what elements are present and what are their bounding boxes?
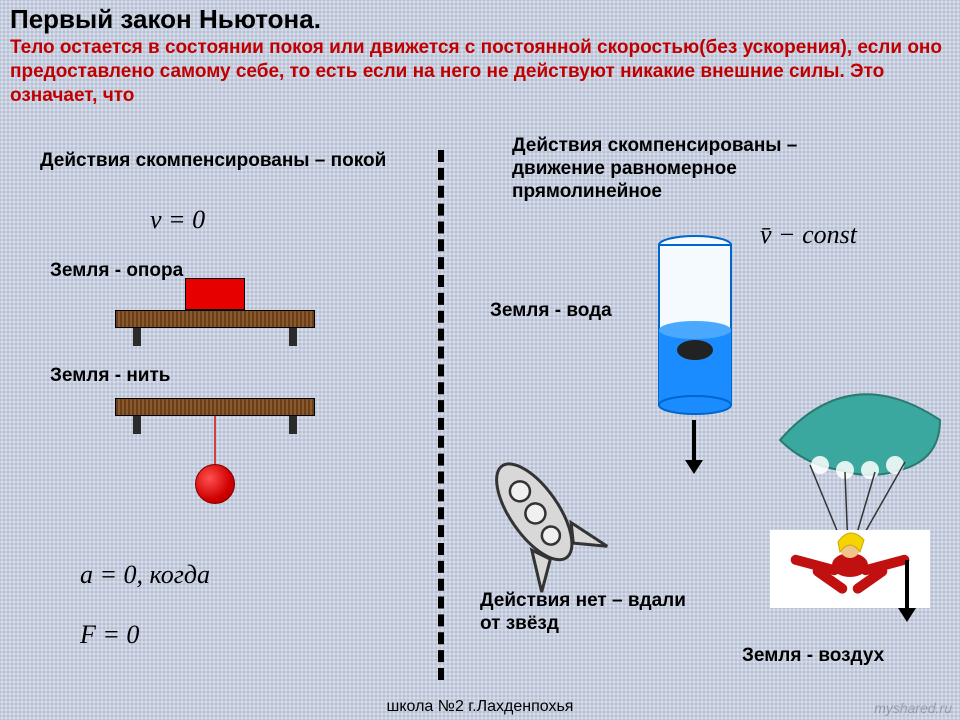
- label-earth-air: Земля - воздух: [742, 645, 884, 668]
- water-cylinder-diagram: [655, 235, 735, 415]
- red-block-icon: [185, 278, 245, 310]
- formula-v-const: v̄ − const: [760, 220, 857, 250]
- label-earth-thread: Земля - нить: [50, 365, 170, 388]
- footer-text: школа №2 г.Лахденпохья: [387, 698, 574, 716]
- watermark: myshared.ru: [874, 700, 952, 716]
- page-title: Первый закон Ньютона.: [10, 4, 321, 35]
- label-earth-water: Земля - вода: [490, 300, 612, 323]
- intro-text: Тело остается в состоянии покоя или движ…: [10, 36, 950, 107]
- label-no-action: Действия нет – вдали от звёзд: [480, 590, 700, 636]
- left-heading: Действия скомпенсированы – покой: [40, 150, 400, 173]
- label-earth-support: Земля - опора: [50, 260, 183, 283]
- arrow-down-water: [685, 420, 703, 474]
- rocket-icon: [460, 440, 620, 600]
- formula-F-zero: F = 0: [80, 620, 139, 650]
- formula-v-zero: v = 0: [150, 205, 205, 235]
- arrow-down-air: [898, 560, 916, 622]
- right-heading: Действия скомпенсированы – движение равн…: [512, 135, 892, 203]
- red-ball-icon: [195, 464, 235, 504]
- parachute-diagram: [750, 380, 950, 620]
- formula-a-zero: a = 0, когда: [80, 560, 210, 590]
- shelf-thread-diagram: [115, 398, 315, 416]
- center-divider: [438, 150, 444, 680]
- shelf-support-diagram: [115, 310, 315, 328]
